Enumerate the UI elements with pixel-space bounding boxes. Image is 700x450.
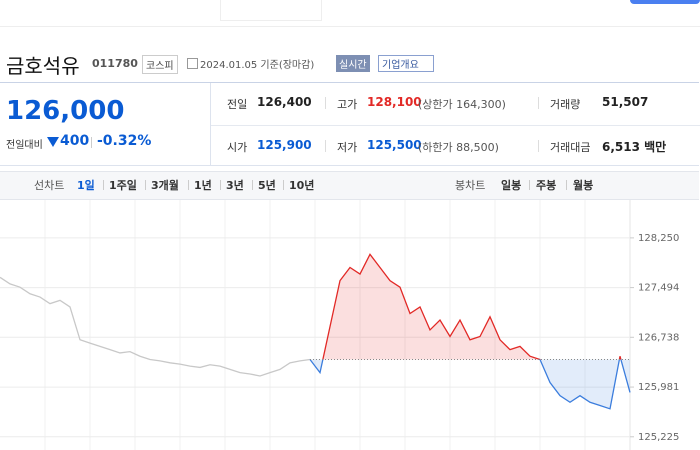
y-tick-label: 125,225 [638,432,679,443]
quote-label: 전일 [227,98,248,111]
area-up [322,254,621,360]
market-badge: 코스피 [142,55,178,74]
y-tick-label: 128,250 [638,233,679,244]
tab-label: 봉차트 [455,179,486,192]
y-tick-label: 125,981 [638,382,679,393]
chart: 125,225 125,981 126,738 127,494 128,250 [0,200,679,450]
stock-code: 011780 [92,57,138,70]
y-tick-label: 127,494 [638,283,679,294]
tab-sep [145,180,146,190]
box-divider [210,83,211,165]
quote-label: 거래대금 [550,141,591,154]
ad-button [630,0,700,4]
tab-sep [103,180,104,190]
tab-bar [0,171,699,200]
line-up [310,253,622,360]
tab[interactable]: 주봉 [536,179,557,192]
quote-value: 128,100 [367,95,422,109]
quote-value: 125,900 [257,138,312,152]
change-rate: -0.32% [97,133,152,149]
tab-sep [283,180,284,190]
tab-sep [529,180,530,190]
col-divider [538,140,539,152]
tab[interactable]: 3년 [226,179,244,192]
col-divider [325,97,326,109]
tab[interactable]: 1주일 [109,179,137,192]
row-divider [211,125,700,126]
divider [0,26,700,27]
stock-name: 금호석유 [6,54,80,78]
tab[interactable]: 일봉 [501,179,522,192]
quote-value: 6,513 백만 [602,140,667,154]
line [0,276,311,377]
tab[interactable]: 1년 [194,179,212,192]
tab-label: 선차트 [34,179,65,192]
col-divider [325,140,326,152]
tab[interactable]: 1일 [77,179,95,192]
date: 2024.01.05 기준(장마감) [200,60,315,71]
tab[interactable]: 3개월 [151,179,179,192]
tab-sep [252,180,253,190]
quote-label: 저가 [337,141,358,154]
area-down [310,359,630,409]
tab[interactable]: 5년 [258,179,276,192]
ad-box [220,0,322,21]
tab-sep [188,180,189,190]
box-border [0,82,699,166]
realtime-badge[interactable]: 실시간 [336,55,370,72]
tab[interactable]: 월봉 [573,179,594,192]
change-label: 전일대비 [6,140,43,151]
change: 400 [60,133,90,149]
quote-label: 거래량 [550,98,581,111]
y-tick-label: 126,738 [638,332,679,343]
tab[interactable]: 10년 [289,179,315,192]
calendar-icon [187,58,198,69]
tab-sep [566,180,567,190]
tab-sep [220,180,221,190]
quote-label: 고가 [337,98,358,111]
company-info[interactable]: 기업개요 [378,55,434,72]
col-divider [538,97,539,109]
quote-note: (하한가 88,500) [418,141,499,154]
sep [91,137,92,148]
line-down [309,359,631,410]
quote-value: 125,500 [367,138,422,152]
quote-label: 시가 [227,141,248,154]
down-icon [47,137,59,147]
quote-value: 51,507 [602,95,649,109]
quote-note: (상한가 164,300) [418,98,506,111]
quote-value: 126,400 [257,95,312,109]
current-price: 126,000 [6,96,125,126]
